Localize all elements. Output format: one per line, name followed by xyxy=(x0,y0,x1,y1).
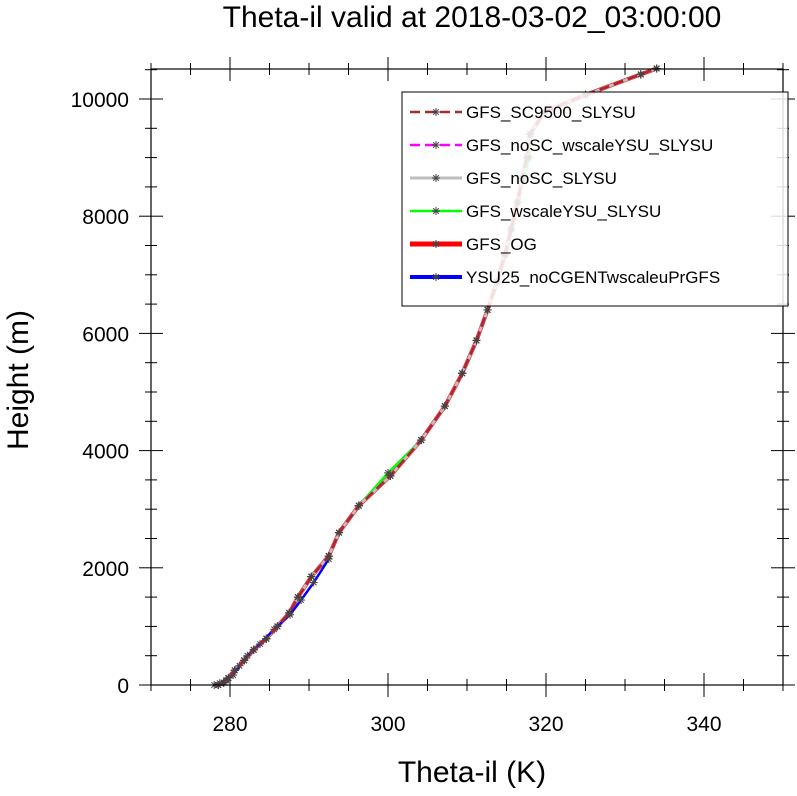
legend-marker xyxy=(432,141,440,149)
data-point xyxy=(458,369,467,378)
legend-item: GFS_noSC_wscaleYSU_SLYSU xyxy=(410,136,713,155)
legend-box xyxy=(401,91,789,307)
y-tick-label: 10000 xyxy=(71,89,129,112)
plot-frame xyxy=(150,68,784,686)
data-point xyxy=(354,501,363,510)
y-tick-label: 2000 xyxy=(82,558,129,581)
y-tick-label: 6000 xyxy=(82,323,129,346)
chart-title: Theta-il valid at 2018-03-02_03:00:00 xyxy=(223,1,722,34)
data-point xyxy=(417,436,426,445)
data-point xyxy=(483,305,492,314)
x-tick-label: 300 xyxy=(370,713,405,736)
y-tick-label: 0 xyxy=(117,675,129,698)
data-point xyxy=(262,634,271,643)
x-tick-label: 280 xyxy=(212,713,247,736)
legend-marker xyxy=(432,273,440,281)
data-point xyxy=(224,673,233,682)
legend: GFS_SC9500_SLYSU GFS_noSC_wscaleYSU_SLYSU… xyxy=(401,91,789,307)
x-tick-label: 320 xyxy=(528,713,563,736)
legend-label: YSU25_noCGENTwscaleuPrGFS xyxy=(466,268,720,287)
data-point xyxy=(472,336,481,345)
data-point xyxy=(307,572,316,581)
x-tick-label: 340 xyxy=(686,713,721,736)
legend-label: GFS_noSC_wscaleYSU_SLYSU xyxy=(466,136,713,155)
data-point xyxy=(230,666,239,675)
legend-marker xyxy=(432,174,440,182)
data-point xyxy=(636,70,645,79)
legend-label: GFS_noSC_SLYSU xyxy=(466,169,617,188)
data-point xyxy=(240,656,249,665)
legend-label: GFS_SC9500_SLYSU xyxy=(466,103,636,122)
legend-item: GFS_SC9500_SLYSU xyxy=(410,103,636,122)
data-point xyxy=(309,578,318,587)
data-point xyxy=(335,528,344,537)
tick-labels: 280 300 320 340 0 2000 4000 6000 8000 10000 xyxy=(71,89,722,736)
legend-label: GFS_OG xyxy=(466,235,537,254)
data-point xyxy=(285,608,294,617)
legend-item: YSU25_noCGENTwscaleuPrGFS xyxy=(410,268,720,287)
y-tick-label: 8000 xyxy=(82,206,129,229)
y-tick-label: 4000 xyxy=(82,441,129,464)
legend-marker xyxy=(432,240,440,248)
legend-label: GFS_wscaleYSU_SLYSU xyxy=(466,202,661,221)
data-point xyxy=(293,593,302,602)
legend-item: GFS_wscaleYSU_SLYSU xyxy=(410,202,661,221)
data-point xyxy=(273,622,282,631)
data-point xyxy=(249,645,258,654)
x-axis-title: Theta-il (K) xyxy=(398,756,546,789)
legend-marker xyxy=(432,108,440,116)
data-point xyxy=(324,552,333,561)
legend-item: GFS_OG xyxy=(410,235,537,254)
y-axis-title: Height (m) xyxy=(2,310,35,450)
data-point xyxy=(440,402,449,411)
legend-marker xyxy=(432,207,440,215)
data-point xyxy=(386,471,395,480)
legend-item: GFS_noSC_SLYSU xyxy=(410,169,617,188)
